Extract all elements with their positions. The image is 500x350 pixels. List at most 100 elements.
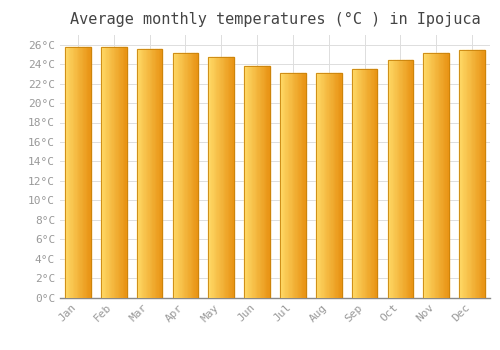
Bar bbox=[285, 73, 286, 298]
Bar bbox=[87, 47, 88, 298]
Bar bbox=[244, 66, 270, 298]
Bar bbox=[448, 54, 449, 298]
Bar bbox=[403, 60, 404, 298]
Bar bbox=[261, 66, 262, 298]
Bar bbox=[474, 50, 476, 298]
Bar bbox=[142, 49, 143, 298]
Bar bbox=[325, 73, 326, 298]
Bar bbox=[78, 47, 79, 298]
Bar bbox=[196, 52, 197, 298]
Bar bbox=[284, 73, 285, 298]
Bar bbox=[444, 54, 446, 298]
Bar bbox=[353, 69, 354, 298]
Bar bbox=[318, 73, 320, 298]
Bar bbox=[179, 52, 180, 298]
Bar bbox=[262, 66, 264, 298]
Bar bbox=[424, 54, 426, 298]
Bar bbox=[86, 47, 87, 298]
Bar bbox=[440, 54, 442, 298]
Bar bbox=[156, 49, 158, 298]
Bar bbox=[257, 66, 258, 298]
Bar bbox=[426, 54, 427, 298]
Bar bbox=[424, 54, 449, 298]
Bar bbox=[335, 73, 336, 298]
Title: Average monthly temperatures (°C ) in Ipojuca: Average monthly temperatures (°C ) in Ip… bbox=[70, 12, 480, 27]
Bar bbox=[79, 47, 80, 298]
Bar bbox=[434, 54, 435, 298]
Bar bbox=[188, 52, 190, 298]
Bar bbox=[226, 57, 228, 298]
Bar bbox=[435, 54, 436, 298]
Bar bbox=[362, 69, 364, 298]
Bar bbox=[357, 69, 358, 298]
Bar bbox=[265, 66, 266, 298]
Bar bbox=[101, 47, 126, 298]
Bar bbox=[296, 73, 297, 298]
Bar bbox=[430, 54, 431, 298]
Bar bbox=[101, 47, 126, 298]
Bar bbox=[364, 69, 366, 298]
Bar bbox=[76, 47, 78, 298]
Bar bbox=[294, 73, 296, 298]
Bar bbox=[400, 60, 402, 298]
Bar bbox=[339, 73, 340, 298]
Bar bbox=[184, 52, 186, 298]
Bar bbox=[389, 60, 390, 298]
Bar bbox=[399, 60, 400, 298]
Bar bbox=[70, 47, 71, 298]
Bar bbox=[151, 49, 152, 298]
Bar bbox=[280, 73, 281, 298]
Bar bbox=[462, 50, 463, 298]
Bar bbox=[160, 49, 161, 298]
Bar bbox=[280, 73, 306, 298]
Bar bbox=[229, 57, 230, 298]
Bar bbox=[394, 60, 396, 298]
Bar bbox=[366, 69, 367, 298]
Bar bbox=[480, 50, 481, 298]
Bar bbox=[260, 66, 261, 298]
Bar bbox=[211, 57, 212, 298]
Bar bbox=[180, 52, 182, 298]
Bar bbox=[354, 69, 356, 298]
Bar bbox=[322, 73, 324, 298]
Bar bbox=[468, 50, 469, 298]
Bar bbox=[214, 57, 215, 298]
Bar bbox=[102, 47, 104, 298]
Bar bbox=[172, 52, 199, 298]
Bar bbox=[174, 52, 175, 298]
Bar bbox=[293, 73, 294, 298]
Bar bbox=[88, 47, 90, 298]
Bar bbox=[230, 57, 232, 298]
Bar bbox=[459, 50, 485, 298]
Bar bbox=[136, 49, 138, 298]
Bar bbox=[424, 54, 449, 298]
Bar bbox=[332, 73, 334, 298]
Bar bbox=[302, 73, 303, 298]
Bar bbox=[90, 47, 91, 298]
Bar bbox=[246, 66, 247, 298]
Bar bbox=[152, 49, 154, 298]
Bar bbox=[138, 49, 140, 298]
Bar bbox=[122, 47, 123, 298]
Bar bbox=[268, 66, 270, 298]
Bar bbox=[334, 73, 335, 298]
Bar bbox=[404, 60, 406, 298]
Bar bbox=[436, 54, 438, 298]
Bar bbox=[254, 66, 256, 298]
Bar bbox=[190, 52, 192, 298]
Bar bbox=[192, 52, 193, 298]
Bar bbox=[431, 54, 432, 298]
Bar bbox=[338, 73, 339, 298]
Bar bbox=[290, 73, 292, 298]
Bar bbox=[114, 47, 115, 298]
Bar bbox=[481, 50, 482, 298]
Bar bbox=[112, 47, 114, 298]
Bar bbox=[119, 47, 120, 298]
Bar bbox=[482, 50, 484, 298]
Bar bbox=[143, 49, 144, 298]
Bar bbox=[427, 54, 428, 298]
Bar bbox=[182, 52, 183, 298]
Bar bbox=[252, 66, 253, 298]
Bar bbox=[320, 73, 321, 298]
Bar bbox=[136, 49, 162, 298]
